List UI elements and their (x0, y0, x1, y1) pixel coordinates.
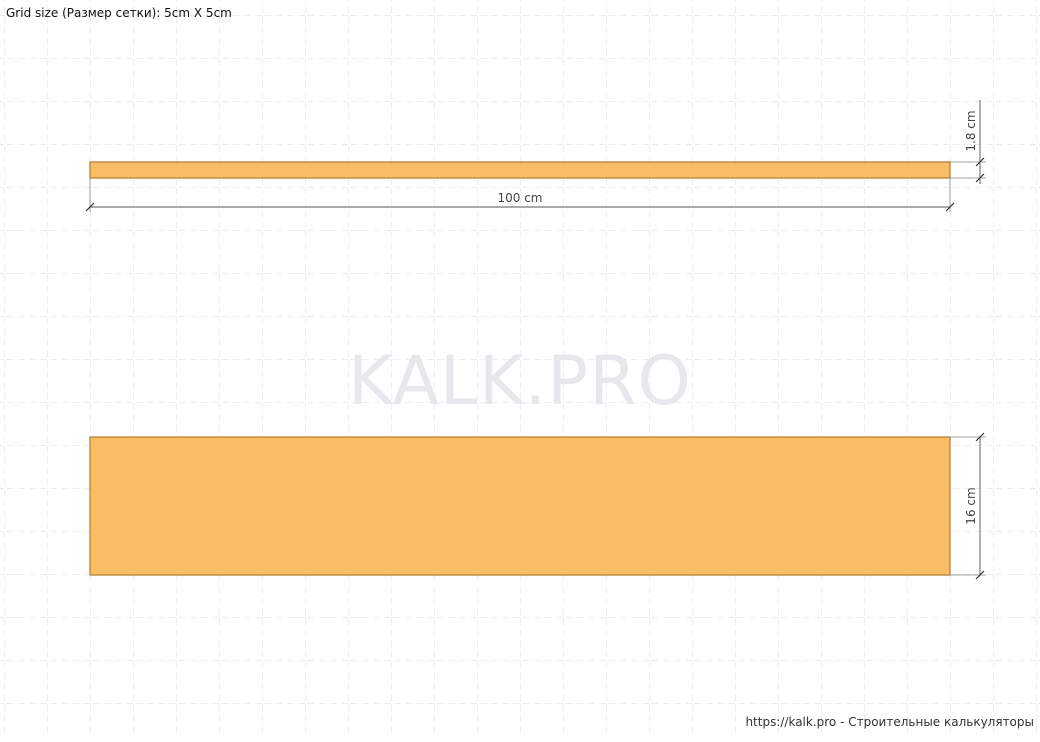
width-dimension-label: 16 cm (964, 487, 978, 524)
thickness-dimension: 1.8 cm (950, 100, 986, 184)
width-dimension: 16 cm (950, 432, 986, 580)
grid-size-label: Grid size (Размер сетки): 5cm X 5cm (6, 6, 232, 20)
footer-credit-link[interactable]: https://kalk.pro - Строительные калькуля… (745, 715, 1034, 729)
board-side-view (89, 161, 951, 179)
watermark-text: KALK.PRO (348, 342, 692, 421)
board-face-view (89, 436, 951, 576)
length-dimension-label: 100 cm (497, 191, 542, 205)
length-dimension: 100 cm (85, 178, 955, 212)
thickness-dimension-label: 1.8 cm (964, 110, 978, 151)
